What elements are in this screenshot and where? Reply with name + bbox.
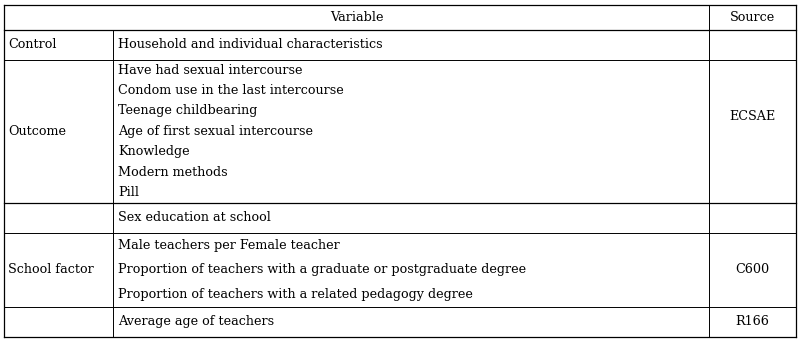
Text: ECSAE: ECSAE: [730, 110, 775, 123]
Text: Knowledge: Knowledge: [118, 145, 190, 158]
Text: Control: Control: [8, 38, 57, 51]
Text: Pill: Pill: [118, 186, 139, 199]
Text: Have had sexual intercourse: Have had sexual intercourse: [118, 64, 302, 77]
Text: C600: C600: [735, 263, 770, 276]
Text: Source: Source: [730, 11, 775, 24]
Text: Modern methods: Modern methods: [118, 166, 228, 179]
Text: Male teachers per Female teacher: Male teachers per Female teacher: [118, 239, 340, 252]
Text: Teenage childbearing: Teenage childbearing: [118, 104, 258, 117]
Text: Proportion of teachers with a related pedagogy degree: Proportion of teachers with a related pe…: [118, 288, 473, 301]
Text: Proportion of teachers with a graduate or postgraduate degree: Proportion of teachers with a graduate o…: [118, 263, 526, 276]
Text: Age of first sexual intercourse: Age of first sexual intercourse: [118, 125, 313, 138]
Text: Sex education at school: Sex education at school: [118, 211, 271, 224]
Text: Variable: Variable: [330, 11, 383, 24]
Text: Household and individual characteristics: Household and individual characteristics: [118, 38, 382, 51]
Text: Average age of teachers: Average age of teachers: [118, 315, 274, 328]
Text: R166: R166: [735, 315, 770, 328]
Text: Condom use in the last intercourse: Condom use in the last intercourse: [118, 84, 344, 97]
Text: School factor: School factor: [8, 263, 94, 276]
Text: Outcome: Outcome: [8, 125, 66, 138]
